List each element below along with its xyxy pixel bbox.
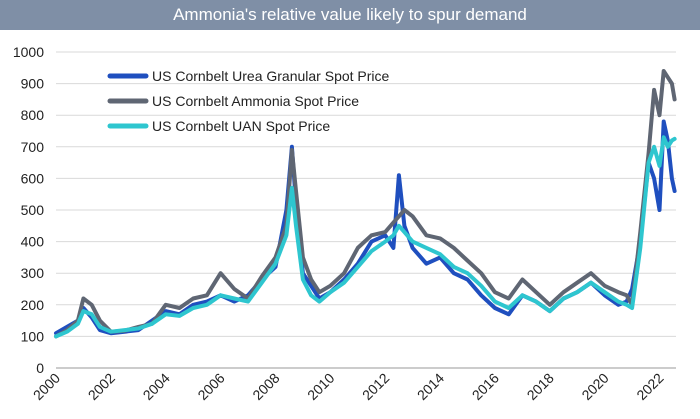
y-tick-label: 500	[21, 202, 45, 218]
x-tick-label: 2006	[194, 370, 227, 403]
y-tick-label: 700	[21, 139, 45, 155]
legend-label-3: US Cornbelt UAN Spot Price	[152, 118, 330, 134]
x-tick-label: 2008	[249, 370, 282, 403]
x-tick-label: 2018	[524, 370, 557, 403]
y-tick-label: 200	[21, 297, 45, 313]
y-tick-label: 400	[21, 234, 45, 250]
x-tick-label: 2004	[140, 370, 173, 403]
y-tick-label: 1000	[13, 44, 44, 60]
x-tick-label: 2020	[578, 370, 611, 403]
y-tick-label: 900	[21, 76, 45, 92]
x-tick-label: 2000	[30, 370, 63, 403]
x-tick-label: 2012	[359, 370, 392, 403]
legend-label-2: US Cornbelt Ammonia Spot Price	[152, 93, 359, 109]
x-tick-label: 2022	[633, 370, 666, 403]
y-tick-label: 600	[21, 170, 45, 186]
y-tick-label: 0	[36, 360, 44, 376]
x-tick-label: 2010	[304, 370, 337, 403]
x-tick-label: 2014	[414, 370, 447, 403]
x-tick-label: 2002	[85, 370, 118, 403]
series-line-3	[54, 135, 677, 339]
x-tick-label: 2016	[469, 370, 502, 403]
series-line-2	[54, 69, 677, 339]
series-line-1	[54, 119, 677, 336]
chart-title: Ammonia's relative value likely to spur …	[0, 0, 700, 30]
y-tick-label: 100	[21, 328, 45, 344]
legend-label-1: US Cornbelt Urea Granular Spot Price	[152, 68, 390, 84]
y-tick-label: 800	[21, 107, 45, 123]
y-tick-label: 300	[21, 265, 45, 281]
